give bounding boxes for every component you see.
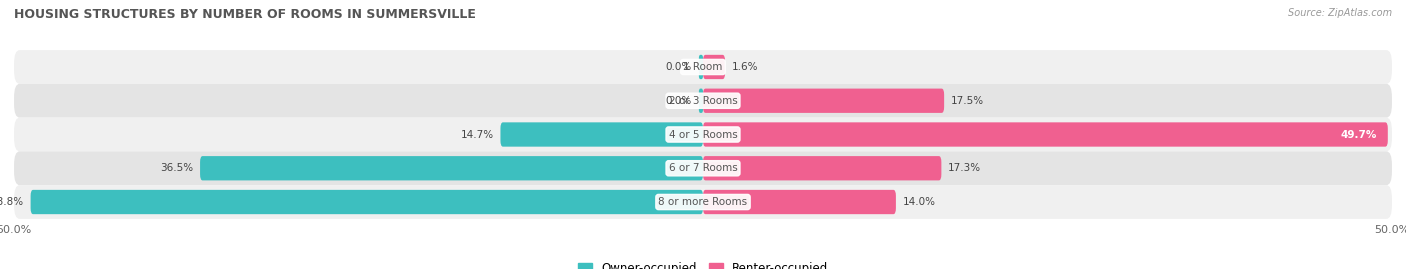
Text: 48.8%: 48.8% [0, 197, 24, 207]
FancyBboxPatch shape [703, 190, 896, 214]
Text: 1 Room: 1 Room [683, 62, 723, 72]
FancyBboxPatch shape [703, 156, 942, 180]
FancyBboxPatch shape [699, 89, 703, 113]
FancyBboxPatch shape [501, 122, 703, 147]
Text: 0.0%: 0.0% [665, 62, 692, 72]
Text: 49.7%: 49.7% [1340, 129, 1376, 140]
Text: 14.0%: 14.0% [903, 197, 936, 207]
Text: 1.6%: 1.6% [733, 62, 758, 72]
Text: Source: ZipAtlas.com: Source: ZipAtlas.com [1288, 8, 1392, 18]
Text: 36.5%: 36.5% [160, 163, 193, 173]
FancyBboxPatch shape [14, 151, 1392, 185]
Text: 17.3%: 17.3% [948, 163, 981, 173]
Text: 14.7%: 14.7% [460, 129, 494, 140]
Text: HOUSING STRUCTURES BY NUMBER OF ROOMS IN SUMMERSVILLE: HOUSING STRUCTURES BY NUMBER OF ROOMS IN… [14, 8, 477, 21]
FancyBboxPatch shape [699, 55, 703, 79]
Text: 0.0%: 0.0% [665, 96, 692, 106]
FancyBboxPatch shape [14, 84, 1392, 118]
Text: 4 or 5 Rooms: 4 or 5 Rooms [669, 129, 737, 140]
FancyBboxPatch shape [703, 55, 725, 79]
Legend: Owner-occupied, Renter-occupied: Owner-occupied, Renter-occupied [572, 258, 834, 269]
Text: 2 or 3 Rooms: 2 or 3 Rooms [669, 96, 737, 106]
FancyBboxPatch shape [31, 190, 703, 214]
FancyBboxPatch shape [14, 185, 1392, 219]
FancyBboxPatch shape [703, 89, 945, 113]
Text: 17.5%: 17.5% [950, 96, 984, 106]
FancyBboxPatch shape [200, 156, 703, 180]
Text: 8 or more Rooms: 8 or more Rooms [658, 197, 748, 207]
FancyBboxPatch shape [703, 122, 1388, 147]
FancyBboxPatch shape [14, 50, 1392, 84]
FancyBboxPatch shape [14, 118, 1392, 151]
Text: 6 or 7 Rooms: 6 or 7 Rooms [669, 163, 737, 173]
